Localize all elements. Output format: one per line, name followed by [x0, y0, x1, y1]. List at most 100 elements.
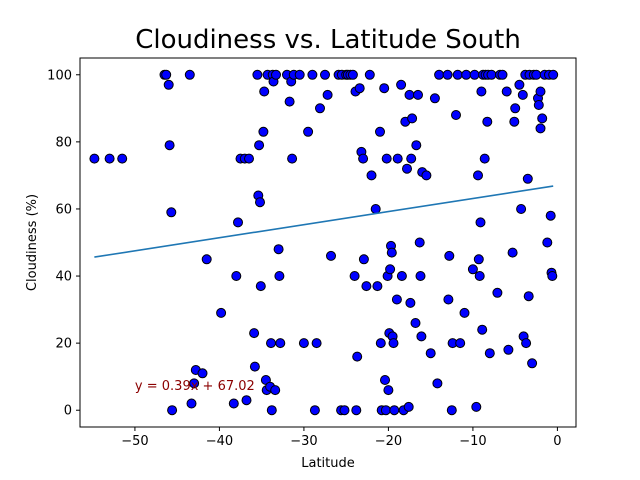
data-point: [521, 338, 532, 349]
data-point: [231, 271, 242, 281]
data-point: [383, 385, 394, 396]
data-point: [255, 197, 265, 208]
data-point: [425, 348, 436, 359]
data-point: [351, 405, 362, 416]
data-point: [411, 140, 422, 151]
x-tick-label: −20: [375, 434, 402, 449]
data-point: [403, 401, 414, 412]
data-point: [258, 126, 269, 137]
data-point: [201, 254, 212, 265]
data-point: [402, 163, 412, 174]
data-point: [273, 244, 284, 255]
data-point: [535, 86, 546, 97]
data-point: [432, 378, 443, 389]
data-point: [255, 281, 266, 292]
x-tick-label: −40: [206, 434, 233, 449]
data-point: [381, 153, 392, 164]
y-tick-label: 20: [55, 337, 72, 352]
x-axis-label: Latitude: [301, 456, 355, 471]
data-point: [266, 338, 276, 349]
data-point: [358, 254, 369, 265]
y-tick-label: 0: [64, 404, 72, 419]
data-point: [473, 170, 483, 181]
data-point: [364, 69, 375, 80]
data-point: [522, 173, 533, 184]
data-point: [322, 89, 333, 100]
data-point: [254, 140, 265, 151]
data-point: [320, 69, 330, 80]
data-point: [479, 153, 490, 164]
data-point: [298, 338, 309, 349]
x-tick-label: −10: [459, 434, 486, 449]
data-point: [492, 287, 503, 298]
data-point: [233, 217, 243, 228]
data-point: [370, 204, 381, 214]
data-point: [326, 250, 336, 261]
x-tick-label: −30: [290, 434, 317, 449]
data-point: [477, 324, 488, 335]
data-point: [266, 405, 277, 416]
data-point: [311, 338, 322, 349]
data-point: [349, 271, 360, 281]
data-point: [339, 405, 350, 416]
data-point: [228, 398, 239, 409]
data-point: [451, 110, 461, 120]
data-point: [474, 271, 485, 281]
data-point: [104, 153, 115, 164]
data-point: [407, 113, 418, 124]
plot-area: [89, 69, 559, 416]
data-point: [415, 271, 426, 281]
data-point: [444, 250, 455, 261]
data-point: [467, 264, 478, 275]
data-point: [482, 116, 493, 127]
data-point: [434, 69, 445, 80]
data-point: [163, 79, 174, 90]
y-axis: 0 20 40 60 80 100: [47, 68, 80, 419]
data-point: [516, 204, 527, 214]
data-point: [352, 351, 363, 362]
data-point: [535, 123, 546, 134]
data-point: [414, 237, 425, 248]
data-point: [459, 307, 470, 318]
data-point: [375, 338, 386, 349]
data-point: [416, 331, 427, 342]
data-point: [537, 113, 548, 124]
x-tick-label: −50: [121, 434, 148, 449]
data-point: [461, 69, 472, 80]
data-point: [533, 100, 544, 110]
chart-title: Cloudiness vs. Latitude South: [135, 25, 521, 55]
data-point: [197, 368, 208, 379]
data-point: [372, 281, 383, 292]
data-point: [249, 328, 260, 339]
data-point: [452, 69, 463, 80]
regression-line: [94, 185, 554, 258]
x-axis: −50 −40 −30 −20 −10 0: [121, 427, 562, 449]
data-point: [89, 153, 100, 164]
data-point: [396, 79, 407, 90]
data-point: [284, 96, 295, 107]
data-point: [307, 69, 318, 80]
data-point: [309, 405, 320, 416]
data-point: [347, 69, 358, 80]
data-point: [385, 264, 396, 275]
data-point: [303, 126, 314, 137]
data-point: [471, 401, 482, 412]
y-tick-label: 40: [55, 270, 72, 285]
data-point: [421, 170, 432, 181]
data-point: [469, 69, 480, 80]
data-point: [380, 405, 391, 416]
data-point: [484, 348, 495, 359]
data-point: [396, 271, 407, 281]
data-point: [455, 338, 466, 349]
data-point: [476, 86, 487, 97]
data-point: [509, 116, 520, 127]
data-point: [354, 83, 365, 94]
data-point: [517, 89, 528, 100]
data-point: [241, 395, 252, 406]
data-point: [443, 294, 454, 305]
data-point: [184, 69, 195, 80]
data-point: [366, 170, 377, 181]
data-point: [503, 344, 514, 355]
data-point: [161, 69, 172, 80]
